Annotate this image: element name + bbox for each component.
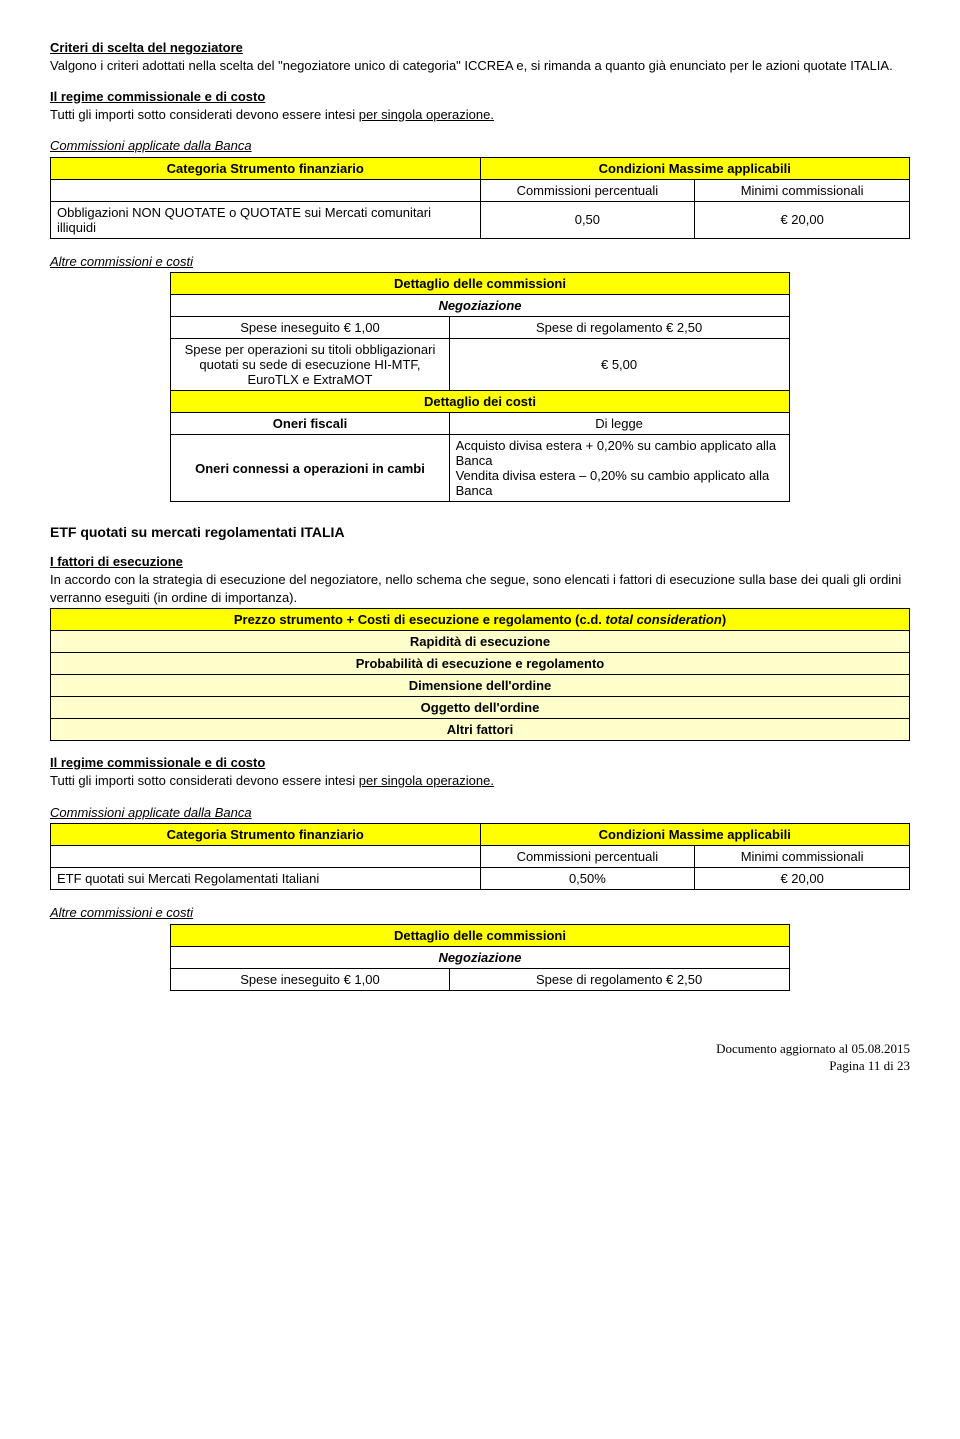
- t2-h1: Dettaglio delle commissioni: [171, 273, 789, 295]
- t2-r4b: Acquisto divisa estera + 0,20% su cambio…: [449, 435, 789, 502]
- t2-r4a: Oneri connessi a operazioni in cambi: [171, 435, 449, 502]
- t2-r3b: Di legge: [449, 413, 789, 435]
- regime-paragraph-2: Tutti gli importi sotto considerati devo…: [50, 772, 910, 790]
- t2-r1a: Spese ineseguito € 1,00: [171, 317, 449, 339]
- footer-date: Documento aggiornato al 05.08.2015: [50, 1041, 910, 1058]
- regime-text: Tutti gli importi sotto considerati devo…: [50, 107, 359, 122]
- commissioni-label: Commissioni applicate dalla Banca: [50, 137, 910, 155]
- t1b-row-label: ETF quotati sui Mercati Regolamentati It…: [51, 868, 481, 890]
- t1b-h2: Condizioni Massime applicabili: [480, 824, 910, 846]
- commissioni-table-1: Categoria Strumento finanziario Condizio…: [50, 157, 910, 239]
- t1b-empty: [51, 846, 481, 868]
- t1b-sub2: Minimi commissionali: [695, 846, 910, 868]
- t1b-v1: 0,50%: [480, 868, 695, 890]
- factors-table: Prezzo strumento + Costi di esecuzione e…: [50, 608, 910, 741]
- page-footer: Documento aggiornato al 05.08.2015 Pagin…: [50, 1041, 910, 1075]
- fattori-title: I fattori di esecuzione: [50, 554, 910, 569]
- commissioni-label-2: Commissioni applicate dalla Banca: [50, 804, 910, 822]
- fattori-paragraph: In accordo con la strategia di esecuzion…: [50, 571, 910, 606]
- dettaglio-table-1: Dettaglio delle commissioni Negoziazione…: [170, 272, 789, 502]
- regime-title-2: Il regime commissionale e di costo: [50, 755, 910, 770]
- t2-r2b: € 5,00: [449, 339, 789, 391]
- t1-sub2: Minimi commissionali: [695, 179, 910, 201]
- commissioni-table-2: Categoria Strumento finanziario Condizio…: [50, 823, 910, 890]
- regime-text-underline: per singola operazione.: [359, 107, 494, 122]
- t1b-h1: Categoria Strumento finanziario: [51, 824, 481, 846]
- factor-5: Oggetto dell'ordine: [51, 697, 910, 719]
- t2-r1b: Spese di regolamento € 2,50: [449, 317, 789, 339]
- dettaglio-table-2: Dettaglio delle commissioni Negoziazione…: [170, 924, 789, 991]
- t2b-r1b: Spese di regolamento € 2,50: [449, 968, 789, 990]
- altre-label: Altre commissioni e costi: [50, 253, 910, 271]
- t1-h1: Categoria Strumento finanziario: [51, 157, 481, 179]
- t2b-h1: Dettaglio delle commissioni: [171, 924, 789, 946]
- t2-r3a: Oneri fiscali: [171, 413, 449, 435]
- factor-1: Prezzo strumento + Costi di esecuzione e…: [51, 609, 910, 631]
- factor-1-d: ): [722, 612, 726, 627]
- factor-3: Probabilità di esecuzione e regolamento: [51, 653, 910, 675]
- regime-title: Il regime commissionale e di costo: [50, 89, 910, 104]
- t2b-h2: Negoziazione: [171, 946, 789, 968]
- t2-h2: Negoziazione: [171, 295, 789, 317]
- footer-page: Pagina 11 di 23: [50, 1058, 910, 1075]
- t1-h2: Condizioni Massime applicabili: [480, 157, 910, 179]
- factor-2: Rapidità di esecuzione: [51, 631, 910, 653]
- factor-4: Dimensione dell'ordine: [51, 675, 910, 697]
- factor-1-b: (c.d.: [575, 612, 605, 627]
- t2b-r1a: Spese ineseguito € 1,00: [171, 968, 449, 990]
- regime-paragraph: Tutti gli importi sotto considerati devo…: [50, 106, 910, 124]
- criteria-paragraph: Valgono i criteri adottati nella scelta …: [50, 57, 910, 75]
- regime2-text-underline: per singola operazione.: [359, 773, 494, 788]
- t1b-sub1: Commissioni percentuali: [480, 846, 695, 868]
- t2-r2a: Spese per operazioni su titoli obbligazi…: [171, 339, 449, 391]
- factor-6: Altri fattori: [51, 719, 910, 741]
- factor-1-a: Prezzo strumento + Costi di esecuzione e…: [234, 612, 575, 627]
- t2-h3: Dettaglio dei costi: [171, 391, 789, 413]
- factor-1-c: total consideration: [606, 612, 722, 627]
- regime2-text: Tutti gli importi sotto considerati devo…: [50, 773, 359, 788]
- etf-heading: ETF quotati su mercati regolamentati ITA…: [50, 524, 910, 540]
- t1-row-label: Obbligazioni NON QUOTATE o QUOTATE sui M…: [51, 201, 481, 238]
- altre-label-2: Altre commissioni e costi: [50, 904, 910, 922]
- t1b-v2: € 20,00: [695, 868, 910, 890]
- criteria-title: Criteri di scelta del negoziatore: [50, 40, 910, 55]
- t1-empty: [51, 179, 481, 201]
- t1-v2: € 20,00: [695, 201, 910, 238]
- t1-sub1: Commissioni percentuali: [480, 179, 695, 201]
- t1-v1: 0,50: [480, 201, 695, 238]
